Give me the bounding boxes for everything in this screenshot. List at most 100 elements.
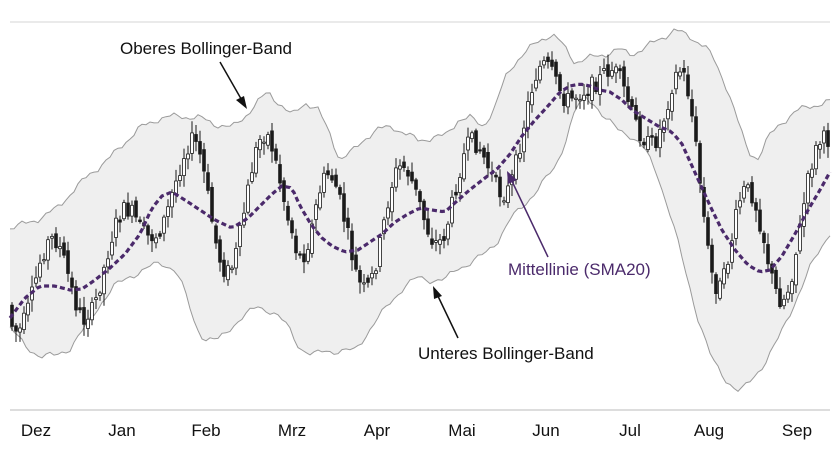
candle-body: [62, 242, 66, 256]
lower-band-annotation: Unteres Bollinger-Band: [418, 344, 594, 363]
candle-body: [222, 259, 226, 277]
candle-body: [394, 167, 398, 188]
sma20-line: [8, 82, 832, 319]
candle-body: [54, 233, 58, 249]
candle-body: [358, 269, 362, 283]
candle-body: [626, 86, 630, 102]
candle-body: [602, 68, 606, 71]
candle-body: [318, 192, 322, 209]
candle-body: [714, 274, 718, 295]
candle-body: [758, 209, 762, 232]
candle-body: [282, 180, 286, 202]
candle-body: [234, 247, 238, 269]
candle-body: [298, 253, 302, 256]
candle-body: [402, 161, 406, 168]
candle-body: [462, 153, 466, 180]
candle-body: [162, 216, 166, 234]
candle-body: [70, 277, 74, 288]
candle-body: [102, 266, 106, 295]
candle-body: [786, 291, 790, 300]
candle-body: [370, 272, 374, 279]
candle-body: [390, 187, 394, 213]
candle-body: [158, 233, 162, 237]
candle-body: [678, 71, 682, 77]
candle-body: [630, 99, 634, 107]
candle-body: [238, 224, 242, 247]
candle-body: [622, 66, 626, 87]
candle-body: [702, 186, 706, 217]
candle-body: [410, 171, 414, 182]
candle-body: [494, 174, 498, 178]
candle-body: [514, 154, 518, 180]
candle-body: [574, 97, 578, 100]
candle-body: [818, 144, 822, 150]
lower-band-line: [9, 96, 831, 392]
candle-body: [614, 66, 618, 74]
candle-body: [710, 244, 714, 273]
candle-body: [26, 302, 30, 316]
candle-body: [730, 240, 734, 263]
candle-body: [314, 204, 318, 220]
x-tick-label: Feb: [191, 421, 220, 440]
candle-body: [118, 219, 122, 223]
candle-body: [762, 232, 766, 243]
candle-body: [582, 94, 586, 101]
candle-body: [86, 318, 90, 329]
candle-body: [258, 138, 262, 151]
x-tick-label: Mai: [448, 421, 475, 440]
sma-arrowhead: [507, 171, 517, 184]
candle-body: [354, 254, 358, 270]
candle-body: [686, 74, 690, 97]
candle-body: [206, 172, 210, 191]
candle-body: [186, 153, 190, 160]
candle-body: [526, 101, 530, 130]
candle-body: [446, 223, 450, 240]
candle-body: [414, 179, 418, 190]
candle-body: [438, 239, 442, 245]
candle-body: [22, 312, 26, 331]
candle-body: [802, 203, 806, 227]
candle-body: [126, 202, 130, 217]
candle-body: [466, 136, 470, 151]
candle-body: [302, 253, 306, 263]
candle-body: [694, 116, 698, 142]
candle-body: [478, 149, 482, 152]
candle-body: [658, 128, 662, 149]
candle-body: [74, 286, 78, 311]
upper-band-arrowhead: [236, 96, 247, 109]
candle-body: [502, 200, 506, 203]
candle-body: [14, 325, 18, 332]
x-tick-label: Dez: [21, 421, 51, 440]
candle-body: [66, 250, 70, 274]
candle-body: [334, 174, 338, 187]
candle-body: [666, 109, 670, 120]
candle-body: [610, 70, 614, 77]
candle-body: [606, 64, 610, 77]
candle-body: [418, 191, 422, 203]
candle-body: [154, 237, 158, 244]
candle-body: [106, 258, 110, 268]
candle-body: [366, 277, 370, 283]
x-tick-label: Jun: [532, 421, 559, 440]
candle-body: [722, 268, 726, 285]
candle-body: [654, 136, 658, 148]
candle-body: [810, 168, 814, 178]
candle-body: [754, 202, 758, 211]
candle-body: [262, 141, 266, 144]
candle-body: [382, 219, 386, 235]
candle-body: [434, 240, 438, 243]
candle-body: [378, 237, 382, 268]
candle-body: [698, 143, 702, 184]
candle-body: [310, 223, 314, 254]
candle-body: [482, 147, 486, 158]
candle-body: [570, 90, 574, 99]
candle-body: [326, 170, 330, 176]
candle-body: [566, 93, 570, 108]
candle-body: [130, 204, 134, 217]
candle-body: [270, 130, 274, 152]
candle-body: [770, 263, 774, 274]
candle-body: [530, 92, 534, 106]
candle-body: [746, 184, 750, 189]
candle-body: [374, 270, 378, 274]
candle-body: [546, 56, 550, 62]
